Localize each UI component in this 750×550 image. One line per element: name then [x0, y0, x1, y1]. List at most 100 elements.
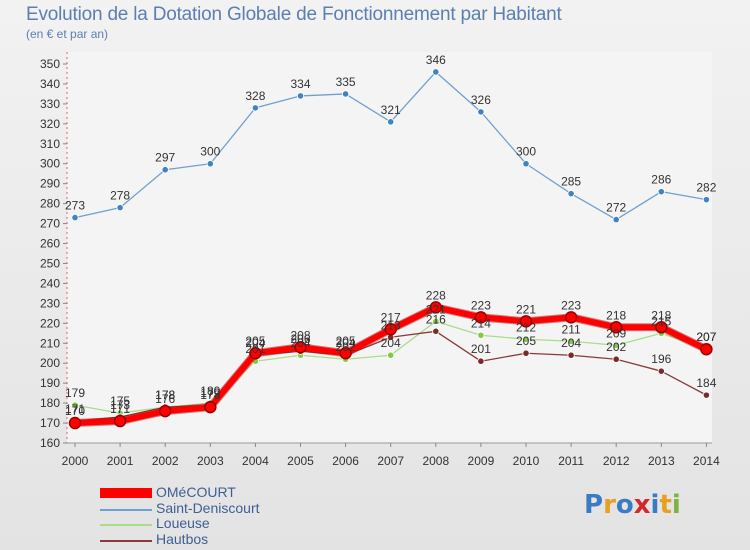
data-point [432, 68, 440, 76]
data-label: 221 [426, 302, 446, 316]
y-tick-label: 300 [40, 157, 60, 171]
y-tick-label: 170 [40, 416, 60, 430]
y-tick-label: 260 [40, 237, 60, 251]
data-label: 286 [651, 173, 671, 187]
data-point [249, 346, 262, 360]
data-label: 205 [245, 334, 265, 348]
series-saint-deniscourt [71, 68, 711, 224]
data-point [339, 346, 352, 360]
data-label: 221 [516, 302, 536, 316]
data-point [564, 311, 578, 324]
data-label: 173 [110, 398, 130, 412]
logo-letter: x [633, 490, 651, 520]
data-label: 207 [696, 330, 716, 344]
data-label: 215 [651, 314, 671, 328]
legend-swatch [100, 539, 152, 542]
data-label: 216 [426, 312, 446, 326]
data-label: 170 [65, 404, 85, 418]
data-label: 300 [200, 145, 220, 159]
data-label: 214 [471, 316, 491, 330]
series-layer [68, 68, 713, 430]
y-tick-label: 340 [40, 77, 60, 91]
data-label: 218 [651, 308, 671, 322]
y-tick-label: 230 [40, 296, 60, 310]
chart-subtitle: (en € et par an) [26, 27, 109, 41]
data-label: 204 [381, 336, 401, 350]
data-label: 179 [65, 386, 85, 400]
data-point [567, 337, 575, 345]
logo-letter: t [659, 490, 672, 520]
data-point [702, 391, 711, 399]
y-tick-label: 240 [40, 276, 60, 290]
data-label: 171 [65, 402, 85, 416]
data-label: 218 [606, 308, 626, 322]
data-point [204, 400, 217, 414]
data-point [477, 357, 485, 365]
data-label: 204 [290, 336, 310, 350]
x-tick-label: 2014 [693, 454, 720, 468]
data-label: 205 [336, 334, 356, 348]
y-tick-label: 160 [40, 436, 60, 450]
data-point [612, 341, 620, 349]
plot-area [67, 52, 712, 443]
y-tick-label: 190 [40, 376, 60, 390]
data-label: 201 [471, 342, 491, 356]
y-tick-label: 350 [40, 57, 60, 71]
data-point [294, 341, 307, 354]
data-label: 196 [651, 352, 671, 366]
data-label: 335 [336, 75, 356, 89]
data-label: 176 [155, 392, 175, 406]
data-point [567, 351, 575, 359]
y-tick-label: 220 [40, 316, 60, 330]
data-label: 207 [696, 330, 716, 344]
data-label: 217 [381, 310, 401, 324]
data-point [432, 317, 440, 325]
logo-letter: i [650, 490, 660, 520]
data-point [609, 321, 623, 334]
data-label: 282 [696, 181, 716, 195]
data-label: 204 [336, 336, 356, 350]
data-point [657, 367, 665, 375]
x-tick-label: 2000 [62, 454, 89, 468]
x-tick-label: 2003 [197, 454, 224, 468]
data-point [158, 404, 172, 418]
data-label: 213 [381, 318, 401, 332]
x-tick-label: 2004 [242, 454, 269, 468]
data-point [657, 188, 665, 196]
data-label: 273 [65, 199, 85, 213]
data-label: 300 [516, 145, 536, 159]
data-point [161, 166, 169, 174]
data-point [429, 301, 443, 314]
legend-label: Loueuse [156, 515, 210, 531]
data-label: 272 [606, 201, 626, 215]
data-label: 223 [561, 298, 581, 312]
data-point [341, 90, 350, 98]
data-point [519, 315, 533, 328]
data-point [387, 351, 395, 359]
chart-title: Evolution de la Dotation Globale de Fonc… [26, 4, 562, 25]
data-label: 278 [110, 189, 130, 203]
x-tick-label: 2011 [558, 454, 584, 468]
data-point [116, 204, 124, 212]
y-tick-label: 180 [40, 396, 60, 410]
data-point [474, 311, 488, 324]
logo-letter: P [584, 490, 604, 520]
data-point [384, 323, 397, 336]
data-label: 180 [200, 384, 220, 398]
data-point [71, 213, 79, 222]
data-label: 178 [200, 388, 220, 402]
data-label: 206 [290, 332, 310, 346]
legend-label: Saint-Deniscourt [156, 499, 260, 516]
data-label: 328 [245, 89, 265, 103]
y-tick-label: 210 [40, 336, 60, 350]
data-point [522, 349, 530, 357]
data-label: 175 [110, 394, 130, 408]
data-label: 202 [606, 340, 626, 354]
x-tick-label: 2002 [152, 454, 179, 468]
data-point [477, 108, 485, 116]
data-label: 205 [516, 334, 536, 348]
data-label: 171 [110, 402, 130, 416]
x-tick-label: 2007 [377, 454, 404, 468]
x-tick-label: 2012 [603, 454, 630, 468]
